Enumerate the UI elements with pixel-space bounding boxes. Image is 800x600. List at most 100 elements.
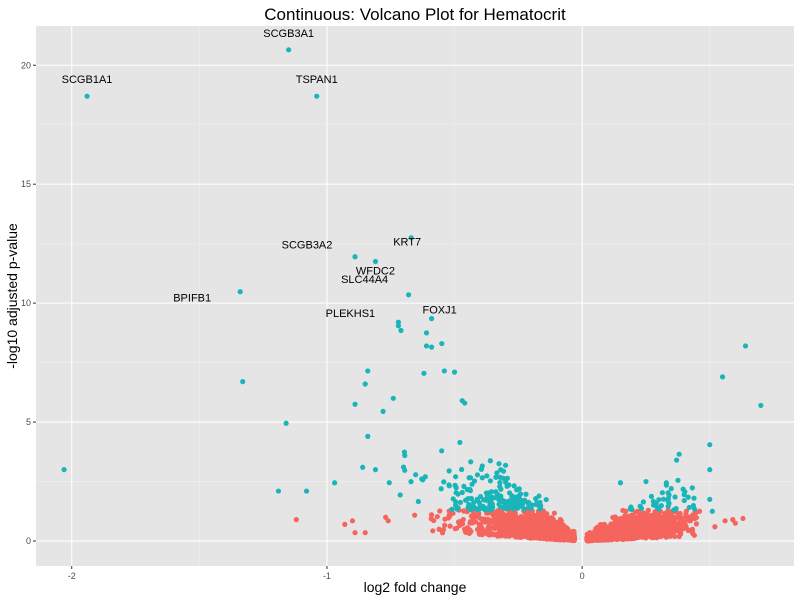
data-point <box>415 498 421 505</box>
labeled-point: BPIFB1 <box>173 289 243 305</box>
data-point <box>428 516 434 522</box>
data-point <box>521 506 527 512</box>
data-point <box>352 401 358 407</box>
data-point <box>479 463 485 469</box>
data-point <box>627 524 633 530</box>
labeled-point: KRT7 <box>393 235 421 249</box>
data-point <box>500 468 507 474</box>
data-point <box>657 524 663 531</box>
data-point <box>446 468 452 474</box>
data-point <box>648 493 655 499</box>
data-point <box>501 526 508 532</box>
data-point <box>537 518 544 524</box>
data-point <box>452 526 458 532</box>
data-point <box>275 488 282 494</box>
data-point <box>283 420 289 426</box>
point-cloud <box>386 439 703 544</box>
data-point <box>482 528 488 535</box>
data-point <box>620 515 626 522</box>
data-point <box>546 521 553 528</box>
data-point <box>543 496 549 503</box>
data-point <box>450 510 456 516</box>
data-point <box>600 527 606 533</box>
data-point <box>709 508 715 514</box>
data-point <box>673 506 679 512</box>
data-point <box>665 498 671 504</box>
data-point <box>461 508 467 514</box>
significant-points <box>61 323 764 514</box>
data-point <box>494 470 500 476</box>
data-point <box>663 482 669 488</box>
data-point <box>395 319 402 325</box>
data-point <box>482 519 488 525</box>
data-point <box>439 448 445 454</box>
data-point <box>395 323 402 329</box>
data-point <box>493 474 499 480</box>
data-point <box>439 340 445 347</box>
data-point <box>689 529 696 535</box>
y-tick-label: 20 <box>21 60 31 70</box>
data-point <box>672 494 678 500</box>
y-tick-label: 5 <box>26 417 31 427</box>
data-point <box>362 381 368 387</box>
data-point <box>430 528 436 534</box>
data-point <box>504 483 510 489</box>
data-point <box>352 530 358 536</box>
data-point <box>428 512 435 518</box>
data-point <box>624 530 630 536</box>
data-point <box>519 530 525 536</box>
data-point <box>503 515 509 522</box>
data-point <box>483 497 489 503</box>
data-point <box>457 439 463 446</box>
data-point <box>474 472 481 478</box>
data-point <box>668 486 674 492</box>
data-point <box>712 524 718 530</box>
data-point <box>505 505 512 511</box>
grid-minor <box>36 26 794 566</box>
data-point <box>455 519 462 525</box>
data-point <box>642 527 649 533</box>
data-point <box>468 459 474 465</box>
gene-label: TSPAN1 <box>296 74 338 86</box>
data-point <box>543 512 549 518</box>
data-point <box>459 489 465 496</box>
data-point <box>402 452 408 459</box>
data-point <box>676 451 682 457</box>
gene-label: PLEKHS1 <box>326 308 376 320</box>
data-point <box>660 530 666 536</box>
data-point <box>562 526 568 532</box>
data-point <box>539 534 545 540</box>
data-point <box>653 534 659 540</box>
data-point <box>365 368 371 374</box>
data-point <box>555 532 561 538</box>
data-point <box>461 483 467 490</box>
data-point <box>543 528 549 534</box>
data-point <box>84 93 90 99</box>
labeled-point: SCGB1A1 <box>62 74 113 99</box>
gene-label: KRT7 <box>393 237 421 249</box>
data-point <box>451 369 458 375</box>
data-point <box>633 526 639 533</box>
data-point <box>514 514 520 521</box>
data-point <box>484 473 490 479</box>
data-point <box>468 513 474 519</box>
data-point <box>675 524 682 530</box>
data-point <box>638 505 645 511</box>
data-point <box>656 497 662 503</box>
data-point <box>597 537 603 543</box>
labeled-point: SCGB3A1 <box>263 28 314 53</box>
data-point <box>722 518 728 524</box>
gene-label: SCGB1A1 <box>62 74 113 86</box>
data-point <box>495 514 501 521</box>
data-point <box>523 491 529 497</box>
data-point <box>660 496 667 502</box>
data-point <box>490 524 496 530</box>
data-point <box>303 488 310 494</box>
data-point <box>380 408 386 414</box>
labeled-point: SCGB3A2 <box>282 240 358 260</box>
data-point <box>531 521 537 527</box>
data-point <box>406 292 412 298</box>
data-point <box>490 511 496 517</box>
gene-label: WFDC2 <box>356 266 395 278</box>
